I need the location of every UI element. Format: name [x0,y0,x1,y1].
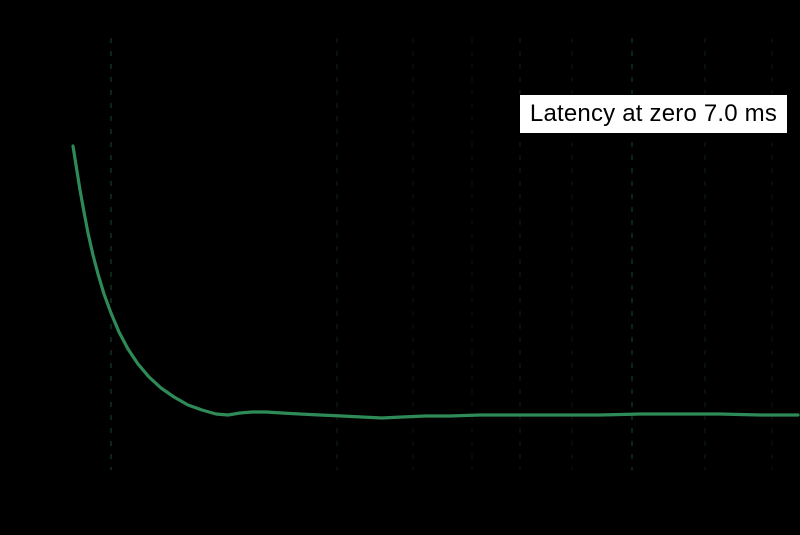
annotation-text: Latency at zero 7.0 ms [529,100,778,127]
latency-curve [71,144,800,420]
annotation-box: Latency at zero 7.0 ms [519,94,788,134]
